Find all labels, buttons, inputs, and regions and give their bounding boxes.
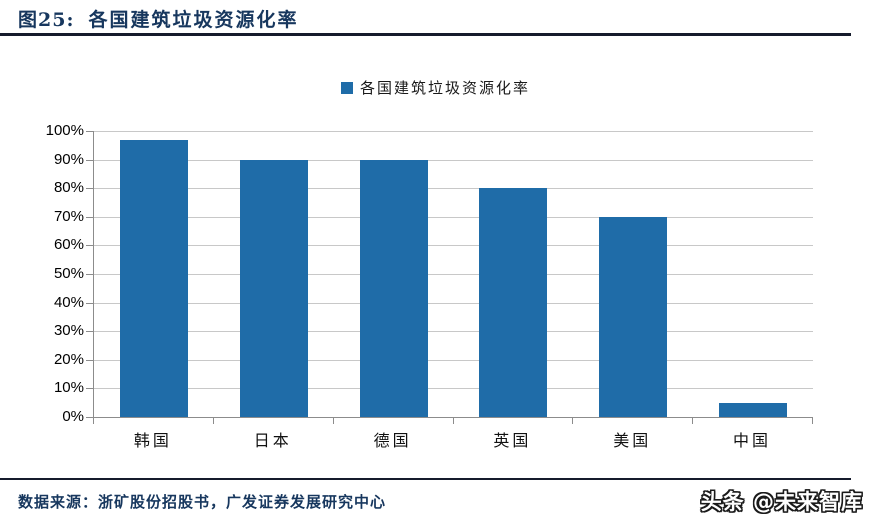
- y-tick-mark: [86, 388, 93, 390]
- bar-4: [479, 188, 548, 417]
- footer-divider: [0, 478, 851, 480]
- title-divider: [0, 33, 851, 36]
- bar-cell-4: [453, 131, 573, 417]
- y-tick-label: 90%: [53, 150, 84, 168]
- x-tick-mark: [812, 418, 813, 424]
- y-tick-mark: [86, 359, 93, 361]
- bar-cell-5: [573, 131, 693, 417]
- x-tick-label: 德国: [373, 431, 412, 450]
- y-tick-label: 70%: [53, 207, 84, 225]
- x-axis-labels: 韩国 日本 德国 英国 美国 中国: [93, 427, 812, 451]
- chart-legend: 各国建筑垃圾资源化率: [0, 77, 871, 98]
- y-tick-label: 40%: [53, 293, 84, 311]
- y-tick-mark: [86, 159, 93, 161]
- y-tick-mark: [86, 245, 93, 247]
- y-tick-mark: [86, 274, 93, 275]
- gridline: [94, 131, 813, 132]
- y-tick-mark: [86, 331, 93, 333]
- figure-number: 图25:: [18, 9, 75, 31]
- bar-2: [239, 159, 308, 417]
- y-tick-label: 100%: [45, 122, 84, 139]
- bar-1: [119, 139, 188, 417]
- y-tick-mark: [86, 188, 93, 190]
- x-tick-label: 日本: [253, 431, 292, 450]
- y-tick-label: 20%: [53, 350, 84, 368]
- bar-5: [599, 216, 668, 417]
- x-tick-mark: [452, 418, 454, 424]
- y-tick-mark: [86, 417, 93, 418]
- x-tick-mark: [212, 418, 214, 424]
- x-tick-label: 韩国: [133, 431, 172, 450]
- gridline: [94, 245, 813, 247]
- bar-cell-3: [334, 131, 454, 417]
- legend-label: 各国建筑垃圾资源化率: [359, 79, 530, 97]
- x-tick-mark: [572, 418, 574, 424]
- y-tick-mark: [86, 216, 93, 218]
- y-tick-label: 10%: [53, 379, 84, 397]
- x-tick-label: 中国: [733, 431, 772, 450]
- plot-area: [93, 131, 813, 418]
- bar-3: [359, 159, 428, 417]
- y-tick-mark: [86, 131, 93, 132]
- gridline: [94, 216, 813, 218]
- gridline: [94, 188, 813, 190]
- x-tick-mark: [692, 418, 694, 424]
- gridline: [94, 388, 813, 390]
- data-source-note: 数据来源：浙矿股份招股书，广发证券发展研究中心: [18, 493, 387, 511]
- x-tick-label: 美国: [613, 431, 652, 450]
- x-tick-mark: [93, 418, 94, 424]
- y-tick-mark: [86, 302, 93, 304]
- bar-cell-1: [94, 131, 214, 417]
- gridline: [94, 359, 813, 361]
- x-tick-mark: [332, 418, 334, 424]
- bar-cell-2: [214, 131, 334, 417]
- y-tick-label: 30%: [53, 322, 84, 340]
- gridline: [94, 274, 813, 275]
- y-tick-label: 50%: [53, 265, 84, 282]
- bar-cell-6: [693, 131, 813, 417]
- page-title: 图25: 各国建筑垃圾资源化率: [18, 5, 298, 32]
- x-tick-label: 英国: [493, 431, 532, 450]
- gridline: [94, 302, 813, 304]
- legend-swatch-icon: [340, 82, 353, 94]
- gridline: [94, 331, 813, 333]
- watermark: 头条 @未来智库: [700, 490, 863, 514]
- bar-6: [719, 402, 788, 417]
- y-tick-label: 60%: [53, 236, 84, 254]
- y-tick-label: 0%: [62, 408, 84, 425]
- bars-container: [94, 131, 813, 417]
- gridline: [94, 159, 813, 161]
- figure-title: 各国建筑垃圾资源化率: [88, 9, 299, 31]
- y-tick-label: 80%: [53, 179, 84, 197]
